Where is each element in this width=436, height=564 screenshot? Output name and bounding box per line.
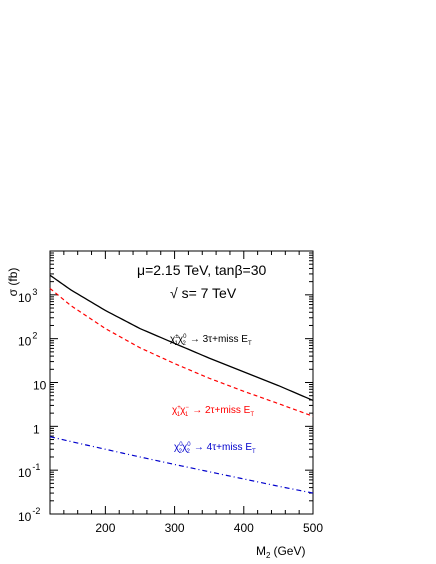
- series-label-3: χ0 2χ0 2 → 4τ+miss ET: [174, 442, 256, 455]
- series-labels: χ± 1χ0 2 → 3τ+miss ET χ+ 1χ− 1 → 2τ+miss ET χ0 2χ…: [170, 334, 256, 455]
- annotation-mu-tanbeta: μ=2.15 TeV, tanβ=30: [137, 262, 266, 278]
- axis-ticks: [49, 251, 314, 515]
- tick-labels: 200 300 400 500 10-2 10-1 1 10 102 103: [18, 287, 323, 535]
- x-tick-label: 200: [95, 521, 115, 535]
- series-label-1: χ± 1χ0 2 → 3τ+miss ET: [170, 334, 252, 347]
- y-tick-label: 10-1: [18, 462, 40, 480]
- annotation-sqrt-s: √ s= 7 TeV: [170, 285, 237, 301]
- y-tick-label: 103: [18, 287, 37, 305]
- x-tick-label: 500: [303, 521, 323, 535]
- y-tick-label: 10-2: [18, 506, 40, 524]
- series-line-1: [49, 274, 314, 402]
- series-label-2: χ+ 1χ− 1 → 2τ+miss ET: [172, 405, 254, 418]
- series-lines: [49, 274, 314, 494]
- y-axis-title: σ (fb): [6, 268, 20, 297]
- x-tick-label: 300: [165, 521, 185, 535]
- y-tick-label: 10: [33, 379, 47, 393]
- series-line-2: [49, 287, 314, 417]
- y-tick-label: 102: [18, 331, 37, 349]
- y-tick-label: 1: [33, 422, 40, 436]
- x-axis-title: M2 (GeV): [256, 544, 305, 560]
- x-tick-label: 400: [234, 521, 254, 535]
